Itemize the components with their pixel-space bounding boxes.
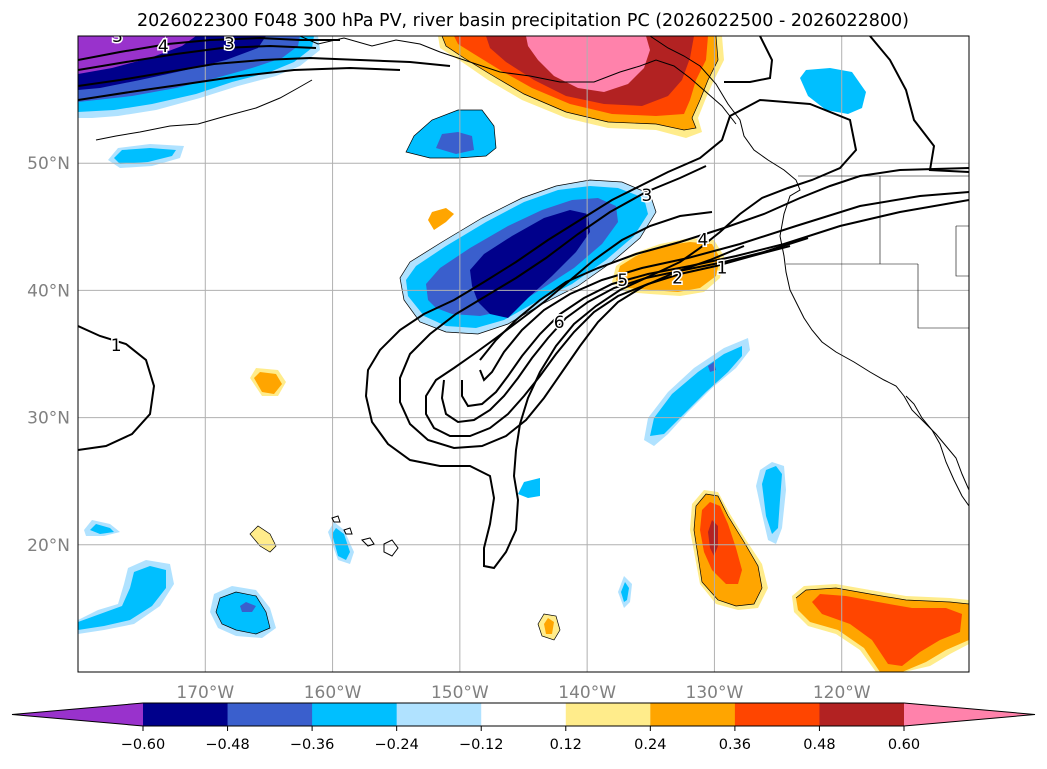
colorbar-tick-label: 0.60 <box>888 737 920 753</box>
shade-hi-cyan-left-b <box>90 524 114 534</box>
pv-contour-label: 3 <box>112 27 123 47</box>
pv-contour-5 <box>461 199 969 408</box>
coast-hawaii-maui <box>361 537 375 547</box>
pv-contour-2 <box>399 165 745 450</box>
coast-hawaii-oahu <box>343 527 353 535</box>
shade-small-cyan-16n-b <box>621 582 629 602</box>
shade-small-orange-13n-b <box>544 618 554 634</box>
coast-alaska <box>299 36 737 125</box>
shade-jet-navy <box>470 210 590 318</box>
colorbar-tick-label: −0.60 <box>121 737 165 753</box>
lon-tick-label: 170°W <box>176 683 234 703</box>
coast-north-america <box>649 36 969 491</box>
lat-tick-label: 40°N <box>27 281 70 301</box>
shade-hi-pos-darkred <box>708 520 718 556</box>
shade-small-orange-33n-b <box>254 372 282 394</box>
pv-contour-jet <box>479 167 969 361</box>
shade-baja-red <box>812 594 962 666</box>
longitude-labels: 170°W 160°W 150°W 140°W 130°W 120°W <box>176 683 870 703</box>
colorbar-tick-label: −0.36 <box>290 737 334 753</box>
lon-tick-label: 120°W <box>813 683 871 703</box>
map-frame <box>77 35 970 673</box>
colorbar-tick-label: 0.24 <box>634 737 666 753</box>
political-borders <box>786 175 969 329</box>
shade-small-orange-42n <box>428 208 454 230</box>
colorbar: −0.60 −0.48 −0.36 −0.24 −0.12 0.12 0.24 0.36 0.4… <box>11 702 1036 753</box>
pv-contour-ne2 <box>869 36 969 173</box>
colorbar-tick-label: 0.36 <box>719 737 751 753</box>
lat-tick-label: 30°N <box>27 409 70 429</box>
latitude-labels: 20°N 30°N 40°N 50°N <box>27 154 70 556</box>
lat-tick-label: 20°N <box>27 536 70 556</box>
colorbar-swatch <box>734 703 820 726</box>
coast-hawaii-kauai <box>331 515 341 523</box>
pv-contour-label: 2 <box>672 269 683 289</box>
pv-contour-labels: 1 1 2 3 4 5 6 3 4 3 <box>109 27 729 358</box>
colorbar-extend-max <box>904 703 1035 726</box>
colorbar-tick-label: −0.24 <box>374 737 418 753</box>
shade-hi-cyan-a-b <box>332 528 350 560</box>
pv-contour-w-1 <box>78 325 156 451</box>
colorbar-swatch <box>481 703 567 726</box>
shade-goa-royal <box>436 132 474 154</box>
colorbar-swatch <box>650 703 736 726</box>
map-content: 1 1 2 3 4 5 6 3 4 3 <box>78 27 969 672</box>
pv-contour-label: 6 <box>554 313 565 333</box>
shade-small-cyan-50n <box>114 148 176 164</box>
colorbar-tick-label: 0.12 <box>550 737 582 753</box>
colorbar-tick-label: −0.12 <box>459 737 503 753</box>
lon-tick-label: 160°W <box>304 683 362 703</box>
lat-tick-label: 50°N <box>27 154 70 174</box>
pv-contour-label: 3 <box>224 35 235 55</box>
coast-baja <box>905 395 969 507</box>
pv-contour-label: 4 <box>698 231 709 251</box>
chart-title: 2026022300 F048 300 hPa PV, river basin … <box>137 11 909 31</box>
coast-hawaii-big <box>383 539 399 557</box>
colorbar-swatch <box>565 703 651 726</box>
shade-hi-neg-cyan <box>650 346 742 436</box>
pv-contour-label: 1 <box>717 259 728 279</box>
colorbar-tick-label: −0.48 <box>205 737 249 753</box>
pv-contour-label: 1 <box>111 336 122 356</box>
pv-contour-4 <box>440 237 809 424</box>
pv-contour-label: 5 <box>617 271 628 291</box>
shade-ne-cyan <box>800 68 866 114</box>
shade-sw2-royal <box>240 602 256 612</box>
colorbar-swatch <box>143 703 229 726</box>
colorbar-extend-min <box>12 703 143 726</box>
colorbar-swatch <box>227 703 313 726</box>
shade-sw-cyan <box>78 566 166 630</box>
colorbar-swatch <box>312 703 398 726</box>
lon-tick-label: 140°W <box>558 683 616 703</box>
shade-gulf-alaska-pink <box>526 36 650 92</box>
pv-contour-1-outer <box>364 98 858 570</box>
pv-contour-label: 4 <box>158 37 169 57</box>
lon-tick-label: 130°W <box>686 683 744 703</box>
pv-contours <box>78 36 969 570</box>
coast-aleutians <box>95 79 313 141</box>
coastlines <box>95 36 969 557</box>
shade-sw2-cyan <box>216 592 270 634</box>
pv-contour-nw-4 <box>78 66 401 101</box>
pv-contour-nw-3 <box>78 56 451 87</box>
pv-contour-nw-2 <box>78 44 317 71</box>
map-grid <box>78 36 969 672</box>
lon-tick-label: 150°W <box>431 683 489 703</box>
shade-hi-pos-red <box>700 502 742 584</box>
colorbar-tick-label: 0.48 <box>803 737 835 753</box>
pv-contour-6 <box>479 191 969 382</box>
shade-small-cyan-24n-b <box>762 466 782 534</box>
pv-contour-label: 3 <box>642 186 653 206</box>
pv-contour-ne <box>724 36 774 83</box>
shade-hi-yellow <box>250 526 276 552</box>
shade-small-cyan-23n <box>518 478 540 498</box>
colorbar-swatch <box>396 703 482 726</box>
colorbar-swatch <box>819 703 905 726</box>
pv-contour-nw-1 <box>78 36 340 61</box>
